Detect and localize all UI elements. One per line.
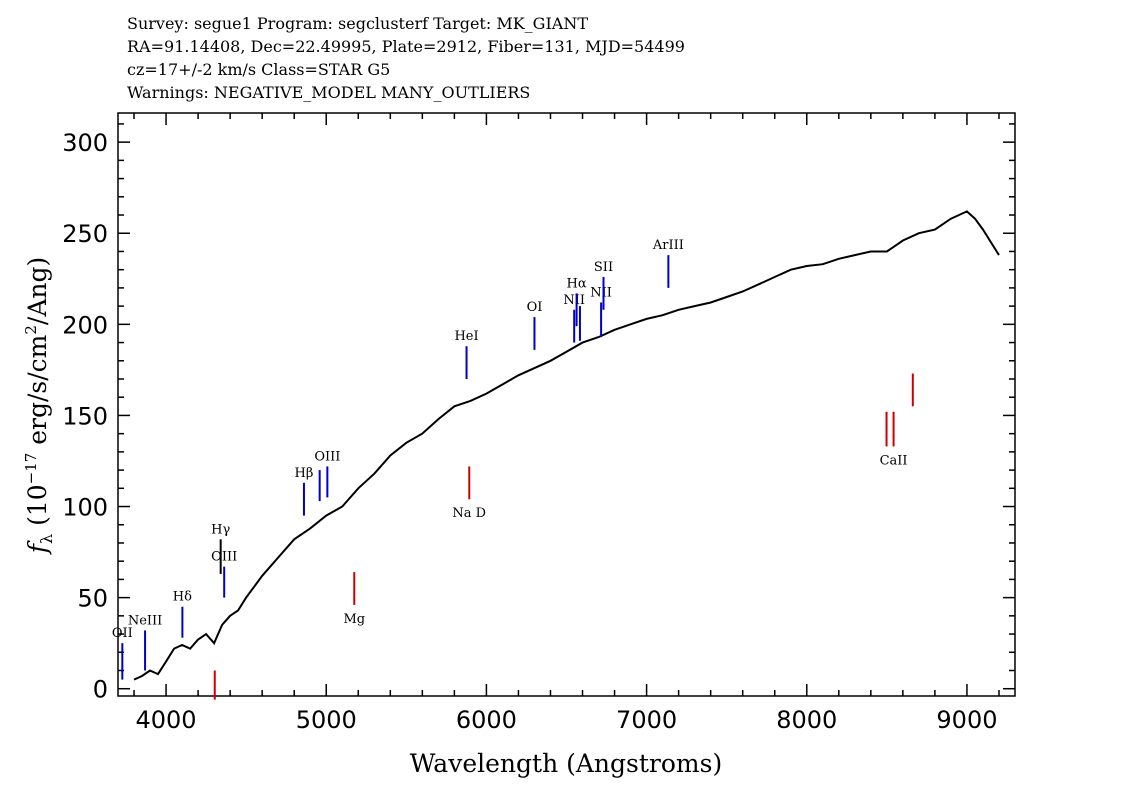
line-marker-label: CaII <box>880 453 908 468</box>
y-tick-label: 300 <box>62 129 108 157</box>
line-marker-label: NII <box>590 285 612 300</box>
x-axis-title: Wavelength (Angstroms) <box>410 749 722 778</box>
tick-labels: 4000 5000 6000 7000 8000 9000 0 50 100 150 200 250 3… <box>62 129 997 734</box>
x-tick-label: 9000 <box>936 706 997 734</box>
line-marker-label: ArIII <box>652 238 684 253</box>
line-marker-label: Na D <box>452 506 486 521</box>
y-tick-label: 50 <box>77 585 108 613</box>
line-marker-label: Hγ <box>211 522 230 537</box>
spectrum-header: Survey: segue1 Program: segclusterf Targ… <box>127 12 685 104</box>
y-tick-label: 150 <box>62 402 108 430</box>
line-marker-label: Mg <box>343 612 365 627</box>
header-coordinates-line: RA=91.14408, Dec=22.49995, Plate=2912, F… <box>127 37 685 56</box>
y-axis-title: fλ (10−17 erg/s/cm2/Ang) <box>22 257 56 556</box>
line-marker-label: HeI <box>454 329 478 344</box>
line-marker-label: OI <box>527 300 543 315</box>
header-survey-line: Survey: segue1 Program: segclusterf Targ… <box>127 14 588 33</box>
x-tick-label: 8000 <box>776 706 837 734</box>
x-tick-label: 7000 <box>616 706 677 734</box>
line-marker-label: Hδ <box>173 590 192 605</box>
line-marker-label: OIII <box>314 449 340 464</box>
spectrum-line <box>133 210 1000 681</box>
x-tick-label: 6000 <box>456 706 517 734</box>
line-marker-label: SII <box>594 260 613 275</box>
line-marker-label: OIII <box>211 550 237 565</box>
line-marker-label: Hβ <box>295 466 314 481</box>
y-tick-label: 100 <box>62 494 108 522</box>
line-marker-label: Hα <box>567 276 587 291</box>
axis-ticks <box>118 113 1015 696</box>
y-tick-label: 250 <box>62 220 108 248</box>
y-tick-label: 200 <box>62 311 108 339</box>
header-warnings-line: Warnings: NEGATIVE_MODEL MANY_OUTLIERS <box>127 83 531 102</box>
plot-frame <box>117 112 1016 697</box>
y-tick-label: 0 <box>93 676 108 704</box>
line-marker-label: OII <box>112 626 133 641</box>
line-marker-label: NII <box>563 293 585 308</box>
x-tick-label: 5000 <box>296 706 357 734</box>
header-redshift-line: cz=17+/-2 km/s Class=STAR G5 <box>127 60 391 79</box>
x-tick-label: 4000 <box>136 706 197 734</box>
line-marker-label: NeIII <box>128 613 162 628</box>
